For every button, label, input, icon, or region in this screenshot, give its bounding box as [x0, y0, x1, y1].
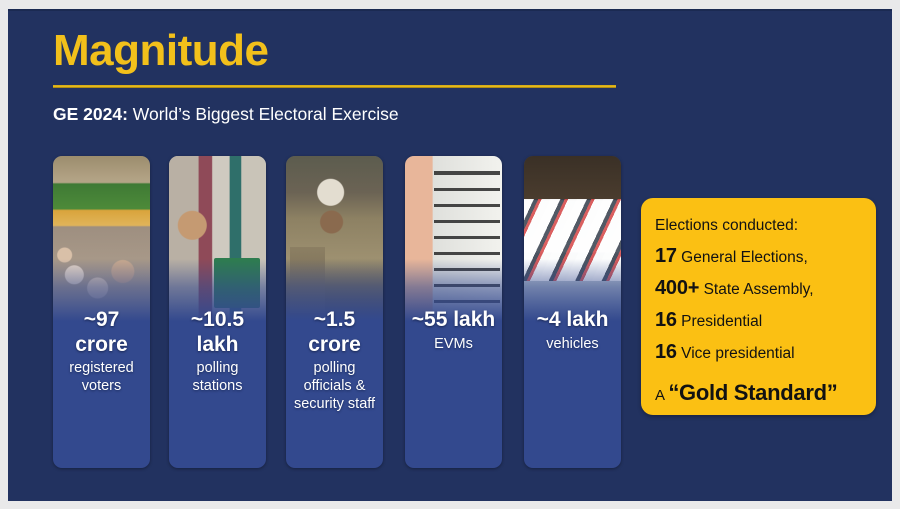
stat-card-body: ~55 lakh EVMs — [405, 308, 502, 353]
polling-station-photo — [169, 156, 266, 321]
photo-fade-overlay — [169, 259, 266, 321]
callout-row: 16 Presidential — [655, 305, 876, 337]
callout-row: 16 Vice presidential — [655, 337, 876, 369]
callout-row-label: Vice presidential — [681, 345, 795, 362]
stat-card-body: ~10.5 lakh polling stations — [169, 308, 266, 396]
title-underline-rule — [53, 85, 616, 88]
evm-photo — [405, 156, 502, 321]
stat-card-body: ~4 lakh vehicles — [524, 308, 621, 353]
elections-conducted-callout: Elections conducted: 17 General Election… — [641, 198, 876, 415]
slide-subtitle: GE 2024: World’s Biggest Electoral Exerc… — [53, 104, 399, 125]
slide-subtitle-rest: World’s Biggest Electoral Exercise — [127, 104, 399, 124]
callout-row: 17 General Elections, — [655, 241, 876, 273]
stat-figure: ~97 crore — [75, 308, 128, 356]
stat-caption: polling stations — [192, 360, 243, 394]
stat-figure: ~10.5 lakh — [190, 308, 245, 356]
voters-photo — [53, 156, 150, 321]
security-staff-photo — [286, 156, 383, 321]
photo-fade-overlay — [524, 259, 621, 321]
stat-card: ~1.5 crore polling officials & security … — [286, 156, 383, 468]
callout-row-number: 16 — [655, 341, 677, 363]
callout-row-number: 16 — [655, 309, 677, 331]
callout-row-number: 400+ — [655, 277, 700, 299]
stat-card: ~55 lakh EVMs — [405, 156, 502, 468]
stat-card: ~97 crore registered voters — [53, 156, 150, 468]
stat-card-list: ~97 crore registered voters ~10.5 lakh p… — [53, 156, 623, 471]
photo-fade-overlay — [405, 259, 502, 321]
callout-row: 400+ State Assembly, — [655, 273, 876, 305]
stat-caption: registered voters — [69, 360, 134, 394]
stat-figure: ~55 lakh — [411, 308, 496, 331]
photo-fade-overlay — [286, 259, 383, 321]
vehicles-photo — [524, 156, 621, 321]
stat-card-body: ~1.5 crore polling officials & security … — [286, 308, 383, 413]
stat-caption: polling officials & security staff — [293, 360, 376, 412]
callout-tagline-quoted: “Gold Standard” — [668, 380, 838, 405]
callout-row-label: State Assembly, — [703, 281, 814, 298]
stat-card-body: ~97 crore registered voters — [53, 308, 150, 396]
callout-heading: Elections conducted: — [655, 217, 799, 234]
photo-fade-overlay — [53, 259, 150, 321]
stat-figure: ~1.5 crore — [308, 308, 361, 356]
stat-caption: EVMs — [434, 335, 473, 352]
stat-card: ~10.5 lakh polling stations — [169, 156, 266, 468]
slide-subtitle-lead: GE 2024: — [53, 104, 128, 124]
stat-card: ~4 lakh vehicles — [524, 156, 621, 468]
callout-row-number: 17 — [655, 245, 677, 267]
page-title: Magnitude — [53, 26, 269, 75]
stat-caption: vehicles — [546, 335, 599, 352]
stat-figure: ~4 lakh — [536, 308, 609, 331]
slide-canvas: Magnitude GE 2024: World’s Biggest Elect… — [8, 9, 892, 501]
callout-row-label: General Elections, — [681, 249, 808, 266]
callout-tagline-prefix: A — [655, 387, 669, 404]
callout-row-label: Presidential — [681, 313, 763, 330]
callout-tagline: A “Gold Standard” — [655, 380, 876, 406]
